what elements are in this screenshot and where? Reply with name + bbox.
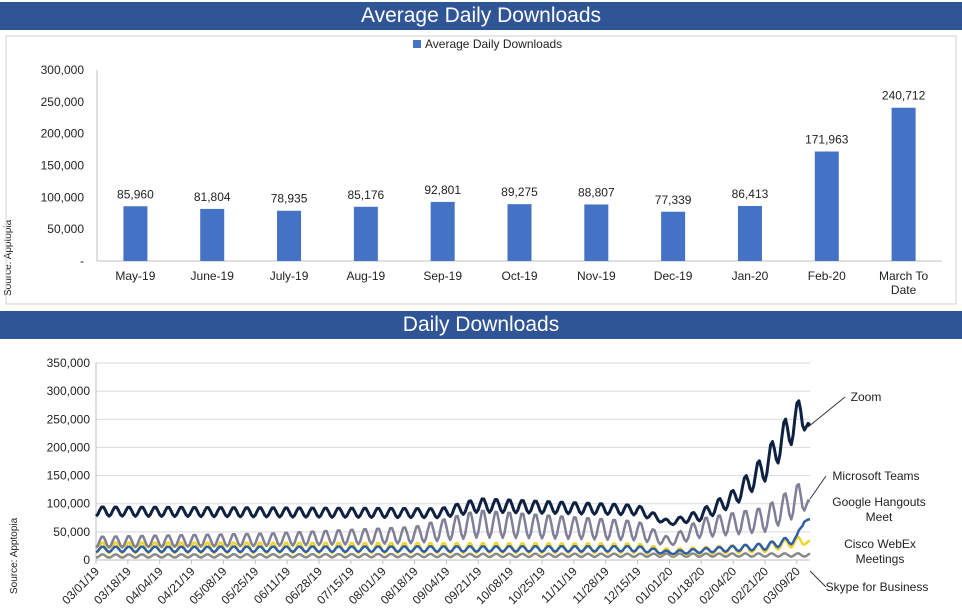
- bottom-chart-title: Daily Downloads: [0, 311, 962, 339]
- bar: [200, 208, 225, 261]
- top-chart-title: Average Daily Downloads: [0, 2, 962, 30]
- series-line-skype-for-business: [95, 552, 811, 559]
- bar: [507, 204, 532, 261]
- bar-category-label: March To: [879, 269, 928, 283]
- bar-y-tick-label: 100,000: [41, 190, 85, 204]
- bar-value-label: 81,804: [194, 190, 231, 204]
- line-y-tick-label: 250,000: [47, 412, 91, 426]
- bar-legend-swatch: [413, 40, 421, 48]
- bar-legend-label: Average Daily Downloads: [425, 37, 562, 51]
- line-y-tick-label: 100,000: [47, 497, 91, 511]
- series-label-leader: [807, 396, 846, 428]
- bar-y-tick-label: 200,000: [41, 127, 85, 141]
- line-y-tick-label: 150,000: [47, 469, 91, 483]
- bar-category-label: Aug-19: [347, 269, 386, 283]
- bar-value-label: 86,413: [732, 187, 769, 201]
- series-label: Meet: [866, 510, 893, 524]
- bar-y-tick-label: 50,000: [47, 222, 84, 236]
- bar-category-label: Sep-19: [423, 269, 462, 283]
- bar-category-label: Dec-19: [654, 269, 693, 283]
- bar-y-tick-label: -: [80, 254, 84, 268]
- bar: [584, 204, 609, 261]
- bar: [123, 206, 148, 261]
- bar-value-label: 78,935: [271, 192, 308, 206]
- bar-y-tick-label: 250,000: [41, 95, 85, 109]
- series-line-zoom: [94, 399, 812, 527]
- bar-category-label: Jan-20: [732, 269, 769, 283]
- line-y-tick-label: 0: [83, 553, 90, 567]
- bar: [737, 205, 762, 261]
- bar-y-tick-label: 150,000: [41, 159, 85, 173]
- bar-value-label: 240,712: [882, 89, 926, 103]
- bar: [814, 151, 839, 261]
- series-label: Google Hangouts: [832, 495, 925, 509]
- series-label-leader: [809, 475, 827, 500]
- line-chart: 0 50,000 100,000 150,000 200,000 250,000 300,0…: [47, 356, 929, 607]
- series-label: Skype for Business: [826, 580, 929, 594]
- line-y-tick-label: 300,000: [47, 384, 91, 398]
- bar-value-label: 171,963: [805, 133, 849, 147]
- bar-y-tick-label: 300,000: [41, 63, 85, 77]
- bar-value-label: 88,807: [578, 185, 615, 199]
- bar-value-label: 92,801: [424, 183, 461, 197]
- bar: [277, 210, 302, 261]
- bar-category-label: Feb-20: [808, 269, 846, 283]
- bar-value-label: 77,339: [655, 193, 692, 207]
- bar-chart-frame: [5, 35, 957, 305]
- series-line-google-hangouts-meet: [95, 518, 811, 556]
- bar-value-label: 85,960: [117, 187, 154, 201]
- series-label: Cisco WebEx: [844, 537, 916, 551]
- series-label: Microsoft Teams: [832, 469, 919, 483]
- series-label-leader: [809, 570, 827, 588]
- bar-chart: Average Daily Downloads - 50,000 100,000 150…: [5, 35, 957, 305]
- bar-category-label: May-19: [115, 269, 155, 283]
- line-y-tick-label: 200,000: [47, 440, 91, 454]
- bar: [661, 211, 686, 261]
- bar-category-label: Nov-19: [577, 269, 616, 283]
- bar-category-label: Oct-19: [501, 269, 537, 283]
- bar: [891, 107, 916, 261]
- bar-category-label: June-19: [191, 269, 235, 283]
- line-y-tick-label: 50,000: [53, 525, 90, 539]
- bar: [430, 201, 455, 261]
- bar: [353, 206, 378, 261]
- bar-value-label: 89,275: [501, 185, 538, 199]
- series-line-microsoft-teams: [95, 482, 811, 549]
- line-y-tick-label: 350,000: [47, 356, 91, 370]
- series-label: Meetings: [856, 552, 905, 566]
- series-label: Zoom: [851, 390, 882, 404]
- bar-category-label: Date: [891, 283, 917, 297]
- bar-value-label: 85,176: [348, 188, 385, 202]
- bar-category-label: July-19: [270, 269, 309, 283]
